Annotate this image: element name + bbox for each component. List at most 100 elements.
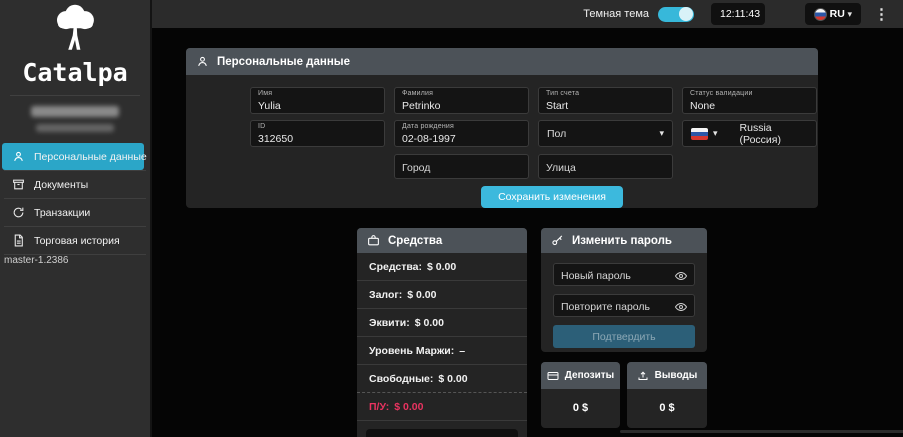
country-select[interactable]: ▾ Russia (Россия) bbox=[682, 120, 817, 147]
chevron-down-icon: ▾ bbox=[659, 128, 664, 138]
language-code: RU bbox=[829, 8, 845, 20]
new-password-field[interactable] bbox=[553, 263, 695, 286]
horizontal-scrollbar[interactable] bbox=[620, 430, 903, 433]
sidebar-item-trading-history[interactable]: Торговая история bbox=[2, 227, 144, 254]
panel-title: Изменить пароль bbox=[572, 234, 672, 247]
confirm-password-button[interactable]: Подтвердить bbox=[553, 325, 695, 348]
briefcase-icon bbox=[368, 235, 379, 246]
save-row: Сохранить изменения bbox=[250, 186, 798, 208]
sidebar-item-label: Транзакции bbox=[34, 206, 91, 219]
credit-card-icon bbox=[547, 371, 559, 380]
divider bbox=[4, 198, 146, 199]
street-field[interactable] bbox=[538, 154, 673, 179]
form-row-2: ID Дата рождения Пол ▾ ▾ Russia (Ро bbox=[250, 120, 817, 147]
city-input[interactable] bbox=[395, 159, 528, 176]
field-label: ID bbox=[258, 123, 266, 130]
id-field[interactable]: ID bbox=[250, 120, 385, 147]
last-name-input[interactable] bbox=[395, 97, 528, 114]
chevron-down-icon: ▾ bbox=[713, 128, 718, 138]
deposits-panel: Депозиты 0 $ bbox=[541, 362, 620, 428]
change-password-panel: Изменить пароль Подтвердить bbox=[541, 228, 707, 352]
validation-status-input[interactable] bbox=[683, 97, 816, 114]
new-password-input[interactable] bbox=[554, 267, 694, 284]
funds-row-equity: Эквити: $ 0.00 bbox=[357, 309, 527, 337]
street-input[interactable] bbox=[539, 159, 672, 176]
personal-form: Имя Фамилия Тип счета Статус валидации bbox=[186, 75, 818, 208]
eye-icon[interactable] bbox=[674, 269, 688, 287]
sidebar-item-transactions[interactable]: Транзакции bbox=[2, 199, 144, 226]
divider bbox=[4, 254, 146, 255]
chevron-down-icon: ▾ bbox=[847, 8, 852, 19]
password-form: Подтвердить bbox=[541, 253, 707, 348]
funds-row-balance: Средства: $ 0.00 bbox=[357, 253, 527, 281]
user-email-blurred bbox=[36, 124, 114, 132]
funds-row-pnl: П/У: $ 0.00 bbox=[357, 393, 527, 421]
funds-label: Средства: bbox=[369, 260, 422, 273]
id-input[interactable] bbox=[251, 130, 384, 147]
country-name: Russia (Россия) bbox=[739, 121, 781, 146]
theme-toggle-label: Темная тема bbox=[583, 8, 649, 20]
funds-row-margin-level: Уровень Маржи: – bbox=[357, 337, 527, 365]
sidebar-item-label: Персональные данные bbox=[34, 150, 147, 163]
sidebar: Catalpa Персональные данные Документы Тр… bbox=[0, 0, 152, 437]
key-icon bbox=[552, 235, 563, 246]
field-label: Фамилия bbox=[402, 90, 434, 97]
city-field[interactable] bbox=[394, 154, 529, 179]
funds-label: Залог: bbox=[369, 288, 403, 301]
toggle-knob bbox=[679, 7, 693, 21]
document-icon bbox=[14, 234, 23, 247]
form-row-1: Имя Фамилия Тип счета Статус валидации bbox=[250, 87, 817, 114]
current-time: 12:11:43 bbox=[720, 8, 761, 20]
brand-name: Catalpa bbox=[22, 58, 128, 87]
funds-value: – bbox=[459, 344, 466, 357]
withdrawals-panel: Выводы 0 $ bbox=[627, 362, 707, 428]
change-password-header: Изменить пароль bbox=[541, 228, 707, 253]
gender-select[interactable]: Пол ▾ bbox=[538, 120, 673, 147]
field-label: Дата рождения bbox=[402, 123, 454, 130]
save-changes-button[interactable]: Сохранить изменения bbox=[481, 186, 623, 208]
tree-logo-icon bbox=[57, 4, 94, 50]
funds-label: Эквити: bbox=[369, 316, 410, 329]
funds-value: $ 0.00 bbox=[407, 288, 437, 301]
user-info-blurred bbox=[0, 106, 150, 132]
panel-title: Депозиты bbox=[564, 370, 615, 381]
eye-icon[interactable] bbox=[674, 300, 688, 318]
person-icon bbox=[14, 151, 23, 161]
first-name-field[interactable]: Имя bbox=[250, 87, 385, 114]
clock-widget: 12:11:43 bbox=[711, 3, 765, 25]
divider bbox=[4, 226, 146, 227]
dark-theme-toggle[interactable] bbox=[658, 6, 694, 22]
first-name-input[interactable] bbox=[251, 97, 384, 114]
upload-icon bbox=[638, 371, 648, 380]
field-label: Тип счета bbox=[546, 90, 580, 97]
panel-title: Выводы bbox=[654, 370, 698, 381]
sidebar-item-personal-data[interactable]: Персональные данные bbox=[2, 143, 147, 170]
form-row-3 bbox=[250, 154, 798, 179]
panel-title: Средства bbox=[388, 234, 443, 247]
kebab-menu-icon[interactable]: ⋮ bbox=[874, 5, 889, 23]
funds-row-margin: Залог: $ 0.00 bbox=[357, 281, 527, 309]
sidebar-item-documents[interactable]: Документы bbox=[2, 171, 144, 198]
birth-date-input[interactable] bbox=[395, 130, 528, 147]
funds-header: Средства bbox=[357, 228, 527, 253]
language-select[interactable]: RU ▾ bbox=[805, 3, 861, 25]
repeat-password-input[interactable] bbox=[554, 298, 694, 315]
last-name-field[interactable]: Фамилия bbox=[394, 87, 529, 114]
personal-data-header: Персональные данные bbox=[186, 48, 818, 75]
russia-flag-icon bbox=[814, 7, 827, 21]
person-icon bbox=[198, 56, 207, 66]
repeat-password-field[interactable] bbox=[553, 294, 695, 317]
funds-label: Уровень Маржи: bbox=[369, 344, 455, 357]
account-type-input[interactable] bbox=[539, 97, 672, 114]
validation-status-field[interactable]: Статус валидации bbox=[682, 87, 817, 114]
build-version: master-1.2386 bbox=[4, 255, 69, 266]
funds-value: $ 0.00 bbox=[427, 260, 457, 273]
personal-data-panel: Персональные данные Имя Фамилия Тип счет… bbox=[186, 48, 818, 208]
funds-value: $ 0.00 bbox=[394, 400, 424, 413]
birth-date-field[interactable]: Дата рождения bbox=[394, 120, 529, 147]
panel-title: Персональные данные bbox=[217, 55, 350, 68]
sync-circle-icon bbox=[13, 207, 24, 218]
funds-value: $ 0.00 bbox=[414, 316, 444, 329]
account-type-field[interactable]: Тип счета bbox=[538, 87, 673, 114]
